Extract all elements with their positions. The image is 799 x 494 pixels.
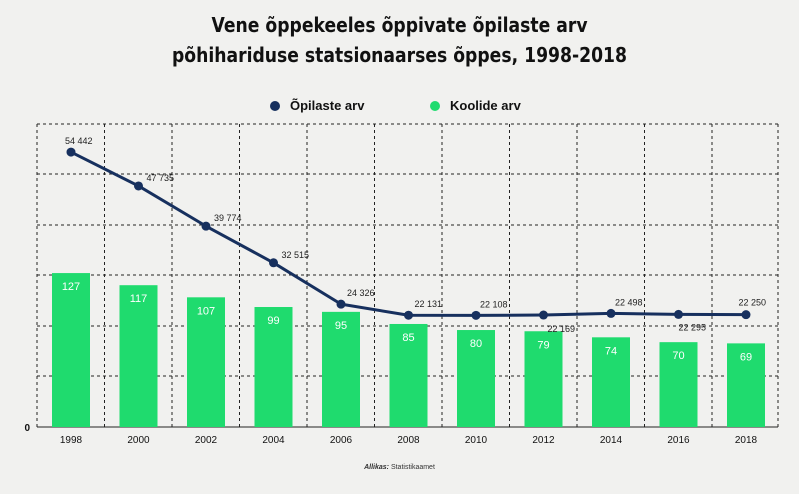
bar-schools-2010 (457, 330, 495, 427)
bar-label-schools-2016: 70 (672, 350, 684, 362)
legend-schools-marker (430, 100, 440, 111)
bar-label-schools-2018: 69 (740, 351, 752, 363)
x-tick-label-2012: 2012 (532, 435, 555, 446)
bar-schools-2008 (389, 323, 428, 427)
bar-schools-2002 (187, 297, 225, 427)
point-students-2012 (539, 310, 548, 320)
legend-students-marker (270, 100, 280, 111)
x-tick-label-2006: 2006 (330, 435, 353, 446)
legend-item-students[interactable]: Õpilaste arv (270, 98, 364, 113)
source-value: Statistikaamet (390, 464, 435, 471)
point-students-2004 (269, 258, 278, 268)
point-students-2006 (336, 299, 346, 309)
bar-label-schools-2012: 79 (537, 339, 549, 351)
point-label-students-2016: 22 295 (679, 322, 707, 332)
x-tick-label-2016: 2016 (667, 435, 690, 446)
point-label-students-2006: 24 326 (347, 288, 375, 298)
legend-students-label: Õpilaste arv (290, 98, 365, 113)
point-label-students-2018: 22 250 (738, 298, 766, 308)
point-label-students-2008: 22 131 (415, 299, 443, 309)
bar-label-schools-2000: 117 (130, 293, 148, 305)
bar-schools-2016 (659, 342, 698, 427)
bar-schools-2000 (119, 285, 158, 427)
bar-schools-2018 (727, 343, 765, 427)
x-tick-label-2004: 2004 (262, 435, 285, 446)
point-students-2010 (471, 310, 481, 320)
point-students-2008 (404, 310, 413, 320)
point-students-2018 (741, 310, 751, 320)
bar-label-schools-2010: 80 (470, 338, 482, 350)
x-tick-label-2000: 2000 (127, 435, 150, 446)
point-label-students-2002: 39 774 (214, 213, 242, 223)
bar-label-schools-2006: 95 (335, 320, 347, 332)
bar-label-schools-1998: 127 (62, 281, 80, 293)
x-tick-label-2018: 2018 (735, 435, 758, 446)
point-label-students-2012: 22 169 (548, 324, 576, 334)
x-tick-label-2010: 2010 (465, 435, 488, 446)
chart-title: Vene õppekeeles õppivate õpilaste arv põ… (56, 10, 743, 70)
bar-schools-2004 (254, 307, 293, 427)
bar-schools-2006 (322, 311, 360, 427)
point-students-2016 (674, 309, 683, 319)
point-students-2014 (606, 308, 616, 318)
source-note: Allikas: Statistikaamet (0, 464, 799, 471)
bar-schools-1998 (52, 273, 90, 427)
point-label-students-2004: 32 515 (282, 250, 310, 260)
x-tick-label-2014: 2014 (600, 435, 623, 446)
bar-schools-2012 (524, 331, 563, 427)
chart-legend: Õpilaste arv Koolide arv (0, 98, 799, 118)
bar-label-schools-2002: 107 (197, 305, 215, 317)
bar-label-schools-2008: 85 (402, 332, 414, 344)
legend-item-schools[interactable]: Koolide arv (430, 98, 521, 113)
bar-schools-2014 (592, 337, 630, 427)
x-tick-label-2008: 2008 (397, 435, 420, 446)
point-students-2002 (201, 221, 211, 231)
legend-schools-label: Koolide arv (450, 98, 521, 113)
chart-title-line-2: põhihariduse statsionaarses õppes, 1998-… (171, 43, 627, 67)
point-label-students-2010: 22 108 (480, 299, 508, 309)
point-students-1998 (66, 147, 76, 157)
point-label-students-1998: 54 442 (65, 136, 93, 146)
bar-label-schools-2014: 74 (605, 345, 617, 357)
bar-label-schools-2004: 99 (267, 315, 279, 327)
source-label: Allikas: (364, 464, 389, 471)
chart-title-line-1: Vene õppekeeles õppivate õpilaste arv (211, 13, 588, 37)
point-students-2000 (134, 181, 143, 191)
x-tick-label-2002: 2002 (195, 435, 218, 446)
point-label-students-2014: 22 498 (615, 297, 643, 307)
x-tick-label-1998: 1998 (60, 435, 83, 446)
y-tick-label-0: 0 (24, 423, 30, 434)
point-label-students-2000: 47 735 (147, 173, 175, 183)
